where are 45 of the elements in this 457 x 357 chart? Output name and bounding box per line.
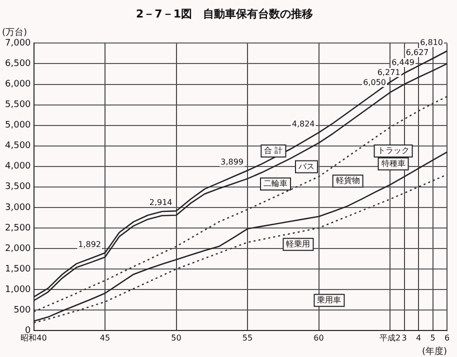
data-label: 6,050 (363, 78, 386, 88)
annotation: バス (298, 162, 314, 171)
y-tick-label: 4,000 (5, 162, 32, 172)
y-tick-label: 1,000 (5, 284, 32, 295)
y-tick-label: 6,000 (5, 80, 32, 90)
y-tick-label: 3,000 (5, 202, 32, 213)
y-tick-label: 5,500 (5, 100, 32, 110)
x-tick-label: 昭和40 (20, 333, 47, 342)
y-tick-label: 7,000 (5, 38, 32, 49)
data-label: 6,271 (377, 68, 400, 78)
data-label: 1,892 (78, 240, 102, 249)
x-tick-label: 5 (430, 333, 436, 342)
x-tick-label: 4 (416, 333, 422, 342)
x-tick-label: 45 (100, 333, 110, 342)
x-tick-label: 6 (444, 333, 450, 342)
y-tick-label: 6,500 (5, 59, 32, 70)
data-label: 3,899 (220, 158, 244, 167)
data-label: 6,810 (420, 38, 443, 48)
data-label: 2,914 (149, 198, 172, 208)
data-label: 6,627 (406, 48, 429, 58)
x-axis-title: (年度) (422, 346, 447, 357)
y-tick-label: 2,000 (5, 244, 32, 254)
x-tick-label: 60 (314, 333, 324, 342)
annotation: 特種車 (381, 158, 406, 168)
y-tick-label: 2,500 (5, 223, 32, 234)
annotation: 軽貨物 (336, 176, 360, 186)
x-tick-label: 55 (242, 333, 253, 342)
x-tick-label: 3 (402, 333, 407, 342)
y-tick-label: 5,000 (5, 120, 32, 131)
y-tick-label: 1,500 (5, 264, 32, 274)
annotation: 乗用車 (317, 296, 342, 304)
x-tick-label: 50 (171, 333, 182, 342)
annotation: トラック (377, 146, 410, 156)
y-tick-label: 3,500 (5, 182, 32, 192)
y-tick-label: 4,500 (5, 141, 32, 152)
line-series (33, 96, 448, 312)
x-tick-label: 平成2 (379, 333, 401, 342)
annotation: 軽乗用 (286, 239, 310, 248)
chart-title: 2－7－1図 自動車保有台数の推移 (136, 7, 313, 20)
data-label: 6,449 (392, 58, 415, 68)
y-tick-label: 500 (14, 305, 32, 316)
y-axis-title: (万台) (2, 27, 28, 38)
annotation: 二輪車 (264, 179, 288, 188)
data-label: 4,824 (292, 120, 315, 129)
annotation: 合 計 (264, 146, 283, 156)
